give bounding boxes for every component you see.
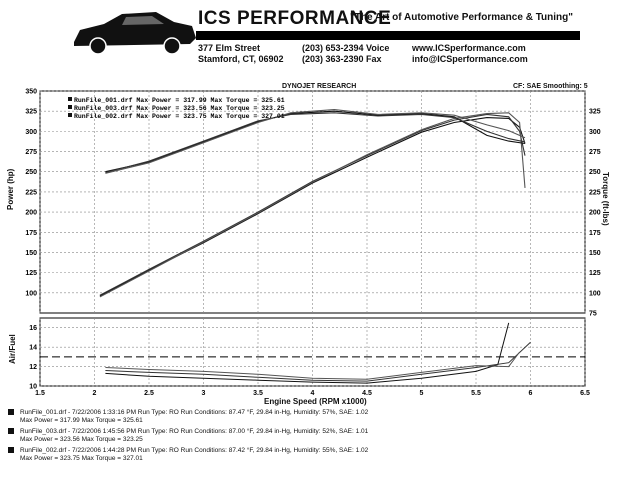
legend-entry: RunFile_001.drf Max Power = 317.99 Max T… xyxy=(74,97,285,104)
y-axis-title-airfuel: Air/Fuel xyxy=(8,334,17,364)
y-tick-label-power: 150 xyxy=(25,250,37,257)
y-tick-label-airfuel: 16 xyxy=(29,325,37,332)
x-tick-label: 5 xyxy=(420,390,424,397)
chart-settings: CF: SAE Smoothing: 5 xyxy=(513,83,588,90)
y-tick-label-power: 125 xyxy=(25,270,37,277)
y-tick-label-torque: 250 xyxy=(589,169,601,176)
phone-fax: (203) 363-2390 Fax xyxy=(302,54,382,64)
address-street: 377 Elm Street xyxy=(198,43,261,53)
x-tick-label: 3 xyxy=(202,390,206,397)
website-link[interactable]: www.ICSperformance.com xyxy=(412,43,526,53)
y-tick-label-torque: 125 xyxy=(589,270,601,277)
y-tick-label-airfuel: 10 xyxy=(29,384,37,391)
run-max-values: Max Power = 317.99 Max Torque = 325.61 xyxy=(20,417,143,424)
y-tick-label-torque: 325 xyxy=(589,109,601,116)
run-max-values: Max Power = 323.56 Max Torque = 323.25 xyxy=(20,436,143,443)
run-swatch xyxy=(8,447,14,453)
torque-series-line xyxy=(105,110,526,173)
y-tick-label-torque: 225 xyxy=(589,189,601,196)
y-tick-label-torque: 150 xyxy=(589,250,601,257)
y-tick-label-power: 225 xyxy=(25,189,37,196)
legend-swatch xyxy=(68,113,72,117)
legend-swatch xyxy=(68,97,72,101)
airfuel-series-line xyxy=(105,322,510,384)
run-details: RunFile_002.drf - 7/22/2006 1:44:28 PM R… xyxy=(20,447,369,454)
legend-entry: RunFile_002.drf Max Power = 323.75 Max T… xyxy=(74,113,285,120)
email-link[interactable]: info@ICSperformance.com xyxy=(412,54,528,64)
y-axis-title-power: Power (hp) xyxy=(6,168,15,210)
y-tick-label-airfuel: 14 xyxy=(29,345,37,352)
y-tick-label-torque: 300 xyxy=(589,129,601,136)
x-tick-label: 6 xyxy=(529,390,533,397)
power-series-line xyxy=(99,113,526,296)
x-tick-label: 4 xyxy=(311,390,315,397)
y-tick-label-power: 300 xyxy=(25,129,37,136)
x-tick-label: 5.5 xyxy=(471,390,481,397)
y-tick-label-torque: 200 xyxy=(589,210,601,217)
y-tick-label-torque: 100 xyxy=(589,290,601,297)
x-tick-label: 2.5 xyxy=(144,390,154,397)
legend-entry: RunFile_003.drf Max Power = 323.56 Max T… xyxy=(74,105,285,112)
x-axis-title: Engine Speed (RPM x1000) xyxy=(264,397,367,406)
y-tick-label-power: 175 xyxy=(25,230,37,237)
y-axis-title-torque: Torque (ft-lbs) xyxy=(601,172,610,226)
y-tick-label-torque: 75 xyxy=(589,311,597,318)
run-details: RunFile_001.drf - 7/22/2006 1:33:16 PM R… xyxy=(20,409,369,416)
y-tick-label-torque: 175 xyxy=(589,230,601,237)
airfuel-series-line xyxy=(105,351,521,380)
run-details: RunFile_003.drf - 7/22/2006 1:45:56 PM R… xyxy=(20,428,369,435)
y-tick-label-torque: 275 xyxy=(589,149,601,156)
chart-title: DYNOJET RESEARCH xyxy=(282,83,357,90)
y-tick-label-power: 275 xyxy=(25,149,37,156)
x-tick-label: 6.5 xyxy=(580,390,590,397)
company-tagline: "The Art of Automotive Performance & Tun… xyxy=(350,12,574,23)
x-tick-label: 2 xyxy=(93,390,97,397)
y-tick-label-power: 350 xyxy=(25,89,37,96)
x-tick-label: 4.5 xyxy=(362,390,372,397)
y-tick-label-power: 250 xyxy=(25,169,37,176)
company-name: ICS PERFORMANCE xyxy=(198,8,392,29)
y-tick-label-power: 325 xyxy=(25,109,37,116)
airfuel-series-line xyxy=(105,341,531,382)
header-rule xyxy=(196,31,580,40)
torque-series-line xyxy=(105,112,526,174)
y-tick-label-power: 200 xyxy=(25,210,37,217)
torque-series-line xyxy=(105,109,526,174)
run-swatch xyxy=(8,428,14,434)
legend-swatch xyxy=(68,105,72,109)
power-series-line xyxy=(99,112,526,298)
x-tick-label: 3.5 xyxy=(253,390,263,397)
phone-voice: (203) 653-2394 Voice xyxy=(302,43,390,53)
run-max-values: Max Power = 323.75 Max Torque = 327.01 xyxy=(20,455,143,462)
x-tick-label: 1.5 xyxy=(35,390,45,397)
car-logo xyxy=(70,4,198,58)
run-swatch xyxy=(8,409,14,415)
y-tick-label-airfuel: 12 xyxy=(29,364,37,371)
y-tick-label-power: 100 xyxy=(25,290,37,297)
address-city: Stamford, CT, 06902 xyxy=(198,54,284,64)
